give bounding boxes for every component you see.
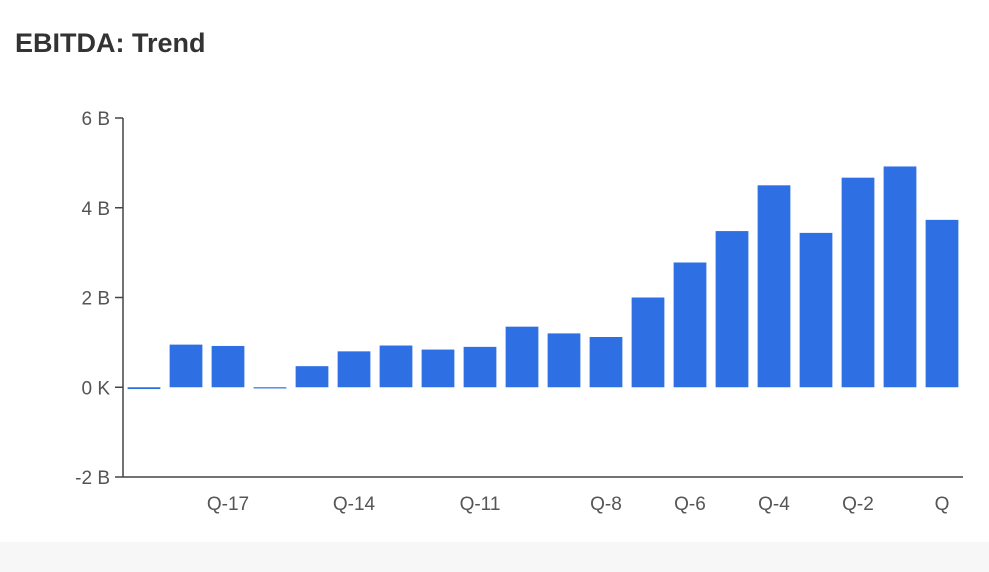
bar-q-16 [253,387,287,389]
x-tick-label: Q [935,494,950,515]
y-tick-label: 2 B [81,289,110,310]
bar-q-2 [841,177,875,388]
bar-q-19 [127,387,161,390]
bar-q-9 [547,333,581,388]
bar-q-12 [421,349,455,388]
bar-q-6 [673,262,707,388]
bar-q-7 [631,297,665,388]
bar-q-1 [883,166,917,388]
bar-q-14 [337,351,371,388]
x-tick-label: Q-4 [758,494,790,515]
footer-strip [0,542,989,572]
x-tick-label: Q-2 [842,494,874,515]
y-tick-label: -2 B [75,468,110,489]
bar-q-5 [715,231,749,388]
y-tick-label: 0 K [81,378,110,399]
bar-q-13 [379,345,413,388]
y-tick-label: 6 B [81,109,110,130]
bar-q-4 [757,185,791,388]
x-tick-label: Q-8 [590,494,622,515]
bar-q-10 [505,326,539,388]
bar-q-17 [211,345,245,388]
bar-q-15 [295,366,329,388]
bar-q-18 [169,344,203,388]
x-tick-label: Q-14 [333,494,376,515]
ebitda-bar-chart: 6 B 4 B 2 B 0 K -2 B Q-17 Q-14 Q-11 Q-8 Q-6 Q-4 Q-2… [75,109,963,515]
bar-q-8 [589,336,623,388]
y-tick-label: 4 B [81,199,110,220]
bar-q-11 [463,346,497,388]
x-tick-label: Q-6 [674,494,706,515]
chart-title: EBITDA: Trend [15,28,206,58]
bar-q [925,219,959,388]
x-tick-label: Q-11 [460,494,501,515]
bar-q-3 [799,232,833,388]
x-tick-label: Q-17 [207,494,249,515]
